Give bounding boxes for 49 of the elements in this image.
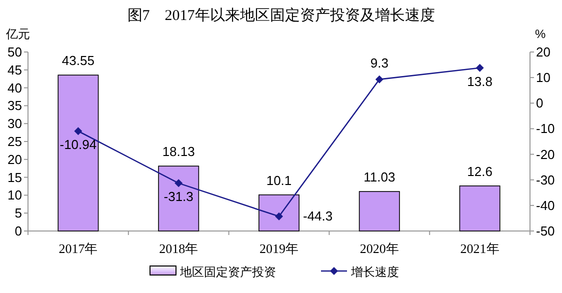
y2-axis-title: %: [535, 27, 546, 41]
y2-tick-label: -40: [536, 198, 555, 213]
y2-tick-label: 20: [536, 44, 550, 60]
chart-title: 图7 2017年以来地区固定资产投资及增长速度: [127, 7, 435, 24]
y-tick-label: 10: [8, 188, 22, 203]
point: [174, 179, 183, 188]
data-label: -31.3: [164, 189, 194, 204]
y-tick-label: 30: [8, 116, 22, 132]
y2-tick-label: -20: [536, 146, 555, 162]
y-tick-label: 50: [8, 44, 22, 60]
data-label: -44.3: [303, 208, 333, 224]
bar: [358, 191, 400, 232]
data-label: 18.13: [162, 144, 195, 160]
y-axis-title: 亿元: [5, 27, 30, 41]
data-label: 11.03: [364, 170, 396, 185]
y-tick-label: 35: [8, 98, 22, 114]
data-label: 12.6: [467, 164, 492, 179]
data-label: 10.1: [266, 172, 292, 188]
x-tick-label: 2020年: [360, 241, 399, 256]
y-tick-label: 15: [8, 170, 22, 185]
legend-label: 增长速度: [350, 265, 399, 279]
bar: [258, 194, 300, 232]
point: [476, 64, 484, 72]
y-tick-label: 25: [8, 134, 22, 149]
y2-tick-label: -50: [536, 224, 555, 238]
data-label: 13.8: [467, 74, 492, 89]
y-tick-label: 20: [8, 152, 22, 167]
x-tick-label: 2018年: [159, 241, 198, 256]
bar: [58, 74, 99, 232]
y-tick-label: 45: [8, 62, 22, 78]
bar: [158, 166, 200, 232]
x-tick-label: 2019年: [260, 241, 298, 256]
data-label: 9.3: [370, 55, 388, 70]
y-tick-label: 40: [8, 80, 22, 96]
y2-tick-label: -30: [536, 172, 555, 188]
x-tick-label: 2021年: [460, 241, 500, 256]
bar: [459, 185, 500, 232]
y2-tick-label: 10: [536, 70, 550, 86]
point: [375, 75, 384, 84]
data-label: -10.94: [60, 137, 97, 152]
point: [74, 127, 82, 136]
y2-tick-label: 0: [536, 96, 544, 111]
y-tick-label: 0: [14, 224, 22, 238]
point: [275, 212, 283, 220]
y2-tick-label: -10: [536, 121, 555, 136]
y-tick-label: 5: [14, 206, 22, 221]
data-label: 43.55: [62, 53, 94, 68]
x-tick-label: 2017年: [58, 241, 98, 256]
legend-label: 地区固定资产投资: [179, 265, 276, 279]
